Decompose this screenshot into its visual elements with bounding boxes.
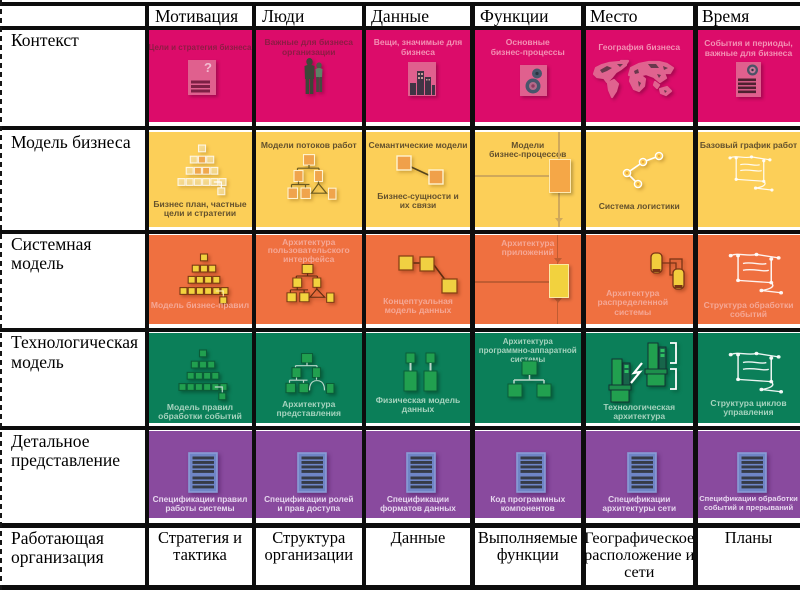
svg-text:?: ? xyxy=(204,60,212,75)
